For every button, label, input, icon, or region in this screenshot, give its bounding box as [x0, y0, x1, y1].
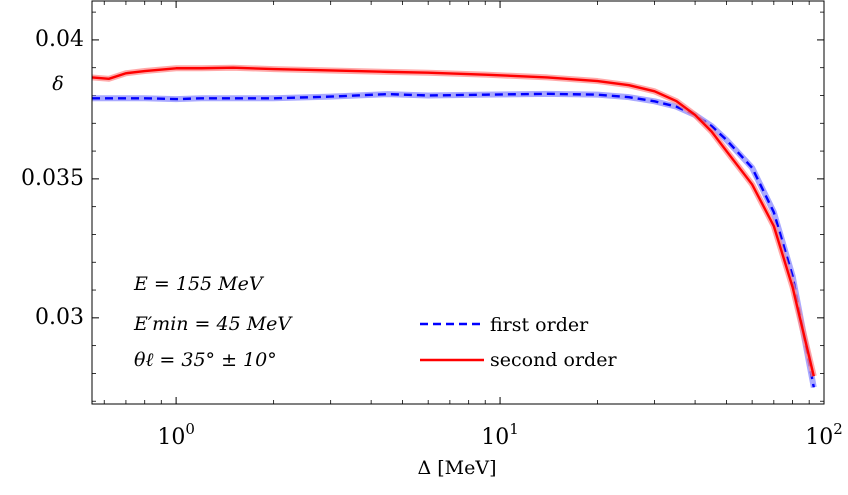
x-tick-label: 101: [481, 420, 519, 450]
annotation-emin: E′min = 45 MeV: [133, 313, 293, 335]
legend: first order second order: [420, 314, 617, 371]
plot-frame: [91, 0, 825, 405]
plot-area: [91, 64, 817, 388]
x-tick-label: 100: [157, 420, 195, 450]
series-line-first-order: [92, 92, 815, 388]
x-axis: 100 101 102 Δ [MeV]: [157, 420, 842, 479]
annotation-block: E = 155 MeV E′min = 45 MeV θℓ = 35° ± 10…: [133, 273, 293, 371]
legend-label-first-order: first order: [490, 314, 589, 336]
annotation-energy: E = 155 MeV: [133, 273, 265, 295]
series-line-second-order: [91, 66, 815, 377]
series-band-first-order: [92, 90, 817, 388]
y-axis-title: δ: [52, 73, 63, 95]
x-axis-title: Δ [MeV]: [417, 457, 496, 479]
y-tick-label: 0.03: [35, 305, 84, 330]
tick-marks: [92, 1, 825, 404]
x-tick-label: 102: [805, 420, 843, 450]
legend-label-second-order: second order: [490, 349, 617, 371]
y-axis: 0.03 0.035 0.04 δ: [21, 27, 84, 330]
annotation-theta: θℓ = 35° ± 10°: [134, 349, 277, 371]
y-tick-label: 0.035: [21, 166, 84, 191]
y-tick-label: 0.04: [35, 27, 84, 52]
